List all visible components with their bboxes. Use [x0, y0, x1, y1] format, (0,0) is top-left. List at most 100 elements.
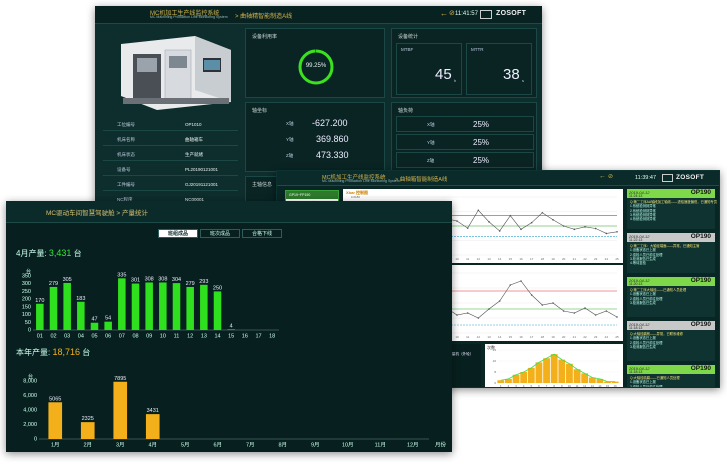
x-tick-label: 25: [615, 335, 619, 339]
alert-card[interactable]: 2019-04-12 11:18:13 OP190 Q:大轴径磨削——异常，已联系维修…: [627, 321, 715, 361]
stats-label: 设备统计: [398, 34, 419, 40]
x-tick-label: 18: [541, 335, 545, 339]
y-tick-label: 0: [494, 381, 496, 385]
bar: [145, 414, 160, 439]
info-value: 生产就绪: [185, 152, 203, 157]
x-tick-label: 10: [568, 384, 572, 388]
mttr-label: MTTR: [471, 47, 484, 52]
y-tick-label: 8: [494, 370, 496, 374]
alert-card-body: Q:第二工序AA轴段加工轴线——进给速度偏低，已通知专员 1.系统检测到异常 2.系…: [627, 198, 717, 229]
data-point: [498, 230, 501, 232]
x-tick-label: 15: [509, 335, 513, 339]
y-tick-label: 50: [25, 320, 31, 326]
tab-qualified-output[interactable]: 合格下线: [242, 229, 282, 238]
bar: [77, 301, 85, 330]
alert-card[interactable]: 2019-04-12 11:22:13 OP190 Q:第二工序：大轴径端面——异常，…: [627, 233, 715, 273]
monthly-unit-label: 台: [28, 374, 34, 380]
header-bar: MC机加工生产线监控系统 MC Machining Production Lin…: [95, 6, 542, 24]
x-tick-label: 20: [562, 257, 566, 261]
x-tick-label: 7月: [246, 442, 255, 449]
tab-team-output[interactable]: 班组成品: [158, 229, 198, 238]
x-tick-label: 12月: [407, 442, 419, 449]
utilization-label: 设备利用率: [252, 34, 278, 40]
x-tick-label: 21: [573, 335, 577, 339]
histogram-bar: [550, 354, 558, 383]
bar: [186, 286, 194, 330]
alert-card-body: Q:大轴径精磨——已通知人员处理1.设备状态已上报2.巡检人员已前往处理3.检测…: [627, 374, 715, 387]
histogram-bar: [535, 362, 543, 383]
x-tick-label: 16: [519, 335, 523, 339]
data-point: [584, 226, 586, 228]
alert-op: OP190: [690, 321, 711, 328]
fullscreen-icon[interactable]: ⊘: [608, 174, 614, 180]
alert-card[interactable]: 2019-04-12 11:18:13 OP190 Q:大轴径精磨——已通知人员处理 1…: [627, 365, 715, 387]
header-bar: MC驱动车间智慧驾驶舱 > 产量统计: [6, 201, 452, 223]
data-point: [616, 316, 618, 318]
data-point: [466, 227, 469, 229]
alert-line: Q:大轴径精磨——已通知人员处理: [630, 376, 680, 380]
data-point: [616, 231, 618, 233]
daily-output-chart: 0501001502002503003501700127902305031830…: [22, 272, 279, 340]
x-tick-label: 13: [487, 335, 491, 339]
info-row: 机床名称 曲轴箱车: [103, 133, 238, 146]
data-point: [456, 220, 458, 222]
bar: [36, 303, 44, 330]
alert-line: 1.设备状态已上报: [630, 292, 656, 297]
bar-value-label: 301: [131, 278, 140, 284]
info-label: 工位编号: [117, 122, 135, 127]
load-row: Z轴 25%: [396, 152, 534, 168]
fullscreen-icon[interactable]: ⊘: [449, 10, 455, 17]
x-tick-label: 15: [509, 257, 513, 261]
axis-name: X轴: [286, 121, 294, 126]
bar-value-label: 4: [230, 323, 233, 329]
data-point: [605, 310, 608, 312]
year-output-unit: 台: [82, 348, 91, 357]
x-tick-label: 8: [553, 384, 555, 388]
y-tick-label: 4,000: [23, 408, 37, 414]
y-tick-label: 200: [22, 297, 31, 303]
tab-shift-output[interactable]: 班次成品: [200, 229, 240, 238]
alert-line: 1.设备状态已上报: [630, 336, 656, 341]
xbar-chart-title: Xbar 控制图: [346, 190, 369, 195]
load-row: Y轴 25%: [396, 134, 534, 150]
bar: [200, 284, 208, 330]
alert-time: 11:22:13: [629, 238, 643, 242]
alert-line: Q:第二工序大轴径——已通知人员处理: [630, 288, 687, 292]
data-point: [466, 312, 469, 314]
company-badge-icon: [480, 10, 492, 19]
month-output-value: 3,431: [48, 248, 72, 258]
breadcrumb[interactable]: > 曲轴箱智能制造A线: [395, 177, 448, 183]
x-tick-label: 24: [605, 257, 609, 261]
alert-line: 4.系统检测到异常: [630, 217, 656, 222]
data-point: [573, 228, 576, 231]
bar-value-label: 7895: [114, 376, 126, 382]
y-tick-label: 0: [28, 328, 31, 334]
back-arrow-icon[interactable]: ←: [599, 173, 606, 180]
histogram-bar: [604, 381, 611, 383]
x-tick-label: 10: [455, 257, 459, 261]
x-tick-label: 08: [132, 334, 138, 340]
alert-line: 2.巡检人员已前往处理: [630, 340, 663, 345]
x-tick-label: 14: [214, 334, 220, 340]
alert-op: OP190: [690, 189, 711, 196]
back-arrow-icon[interactable]: ←: [440, 9, 448, 18]
x-tick-label: 13: [591, 384, 595, 388]
alert-card-header: 2019-04-12 11:18:13 OP190: [627, 321, 715, 330]
data-point: [498, 300, 501, 302]
company-badge-icon: [662, 174, 673, 182]
histogram-bar: [527, 367, 535, 383]
data-point: [520, 228, 522, 231]
data-point: [573, 312, 576, 314]
app-title: MC机加工生产线监控系统: [322, 175, 386, 181]
production-stats-screen: MC驱动车间智慧驾驶舱 > 产量统计 班组成品 班次成品 合格下线 4月产量: …: [6, 201, 452, 452]
alert-time: 11:18:13: [629, 370, 643, 374]
bar-value-label: 279: [49, 281, 58, 287]
year-output: 本年产量: 18,716 台: [16, 347, 90, 358]
alert-card[interactable]: 2019-04-12 11:24:13 OP190 Q:第二工序AA轴段加工轴线——进…: [627, 189, 717, 229]
y-tick-label: 8,000: [23, 379, 37, 385]
alert-card[interactable]: 2019-04-12 11:20:13 OP190 Q:第二工序大轴径——已通知人员处…: [627, 277, 715, 317]
x-tick-label: 11: [466, 335, 469, 339]
x-tick-label: 21: [573, 257, 577, 261]
month-output-label: 4月产量:: [16, 249, 47, 258]
breadcrumb[interactable]: > 曲轴精智能制造A线: [235, 14, 293, 20]
